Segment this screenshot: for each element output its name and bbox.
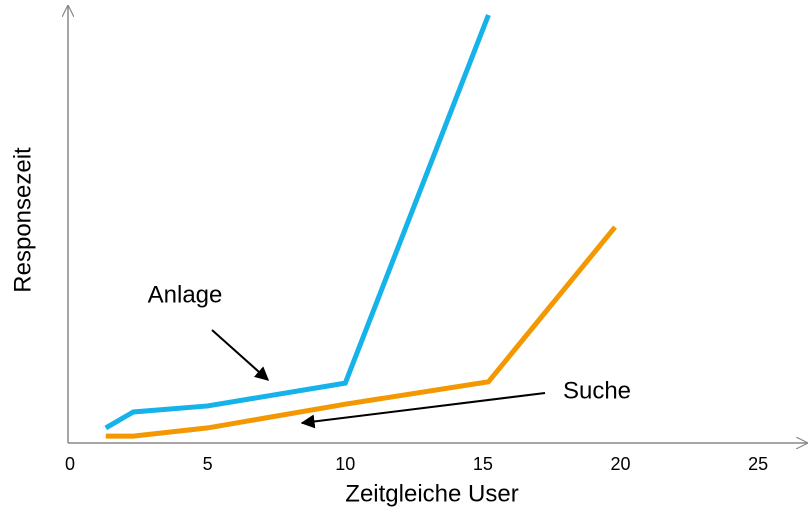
x-tick-label: 25 bbox=[748, 454, 768, 474]
x-tick-label: 10 bbox=[335, 454, 355, 474]
x-axis-title: Zeitgleiche User bbox=[345, 480, 518, 507]
annotation-arrow bbox=[300, 392, 546, 429]
series-line bbox=[104, 14, 491, 431]
annotation: Anlage bbox=[148, 281, 223, 308]
series-line bbox=[105, 225, 617, 439]
y-axis-title: Responsezeit bbox=[9, 147, 36, 293]
annotation-arrow bbox=[211, 329, 270, 381]
x-tick-label: 15 bbox=[473, 454, 493, 474]
annotation: Suche bbox=[563, 377, 631, 404]
x-tick-label: 20 bbox=[611, 454, 631, 474]
x-tick-label: 0 bbox=[65, 454, 75, 474]
x-tick-label: 5 bbox=[203, 454, 213, 474]
